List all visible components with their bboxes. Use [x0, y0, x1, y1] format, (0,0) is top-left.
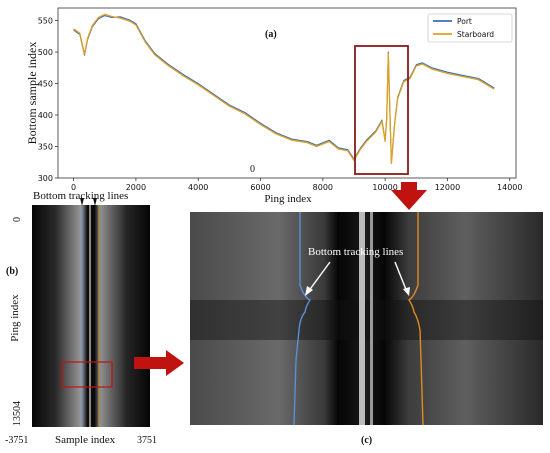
y-tick-label: 350 [38, 143, 53, 152]
series-line-starboard [73, 13, 495, 165]
x-tick-label: 10000 [372, 183, 397, 192]
c-tracking-label: Bottom tracking lines [308, 246, 403, 258]
y-axis: 300 350 400 450 500 550 [38, 17, 58, 183]
b-x-label: Sample index [55, 434, 116, 446]
panel-b-label: (b) [6, 266, 18, 277]
chart-a: 300 350 400 450 500 550 0 2000 4000 6000 8000 1000… [25, 7, 522, 205]
down-arrow [391, 182, 427, 210]
x-axis-label: Ping index [264, 193, 312, 205]
y-tick-label: 500 [38, 48, 53, 57]
b-y-bottom: 13504 [12, 401, 23, 426]
b-x-right: 3751 [137, 435, 157, 446]
x-tick-label: 6000 [250, 183, 270, 192]
b-arrow-head-right [93, 198, 97, 206]
c-track-starboard [408, 212, 424, 426]
legend-starboard-label: Starboard [457, 30, 494, 39]
panel-c: Bottom tracking lines (c) [190, 212, 543, 446]
x-axis: 0 2000 4000 6000 8000 10000 12000 14000 [71, 178, 522, 192]
b-tracking-label: Bottom tracking lines [33, 190, 128, 202]
x-tick-label: 12000 [435, 183, 460, 192]
y-tick-label: 400 [38, 111, 53, 120]
b-y-top: 0 [12, 217, 23, 222]
y-tick-label: 300 [38, 174, 53, 183]
y-tick-label: 550 [38, 17, 53, 26]
c-pointer-right-head [403, 287, 410, 296]
sonar-image-c [190, 212, 543, 425]
c-center-bright-2 [370, 212, 373, 425]
c-seafloor-band [190, 300, 543, 340]
y-tick-label: 450 [38, 80, 53, 89]
c-pointer-right [394, 261, 408, 293]
sonar-image-b [32, 205, 150, 427]
panel-c-label: (c) [361, 435, 372, 446]
zero-annotation: 0 [250, 164, 255, 175]
c-track-port [293, 212, 312, 426]
x-tick-label: 4000 [188, 183, 208, 192]
b-y-axis-label: Ping index [9, 294, 21, 342]
x-tick-label: 14000 [497, 183, 522, 192]
panel-a-label: (a) [265, 29, 277, 40]
c-center-bright-1 [359, 212, 365, 425]
legend: Port Starboard [427, 13, 513, 43]
x-tick-label: 0 [71, 183, 76, 192]
right-arrow [134, 350, 184, 376]
b-highlight-box [61, 361, 113, 388]
y-axis-label: Bottom sample index [25, 42, 39, 145]
panel-b: Bottom tracking lines (b) Ping index 0 1… [5, 190, 157, 446]
c-pointer-left [307, 261, 331, 293]
x-tick-label: 8000 [313, 183, 333, 192]
series-line-port [73, 15, 495, 163]
legend-port-label: Port [457, 17, 472, 26]
b-arrow-head-left [80, 198, 84, 206]
highlight-box [354, 45, 409, 175]
b-x-left: -3751 [5, 435, 28, 446]
c-pointer-left-head [305, 286, 313, 296]
series-lines [73, 13, 495, 165]
x-tick-label: 2000 [126, 183, 146, 192]
